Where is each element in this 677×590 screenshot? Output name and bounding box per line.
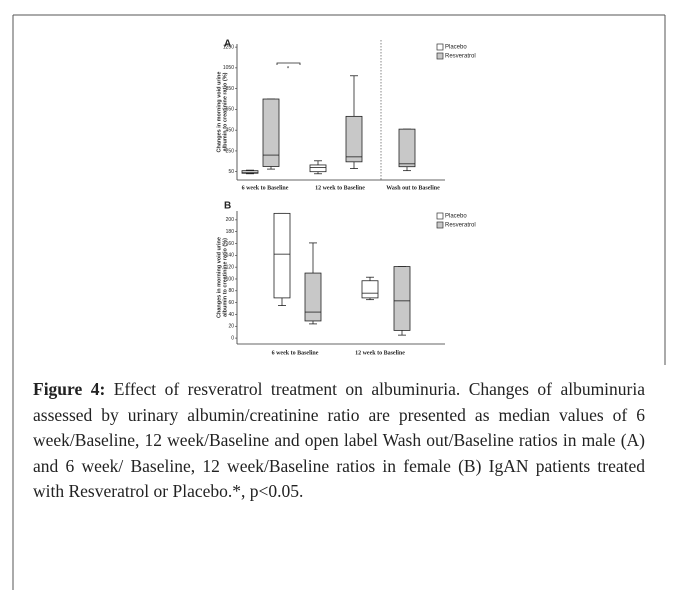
y-tick-label: 1050 xyxy=(223,65,234,71)
panel-label: B xyxy=(224,201,231,212)
y-tick-label: 140 xyxy=(226,253,235,259)
y-axis-label: Changes in morning void urine xyxy=(216,72,222,153)
y-tick-label: 0 xyxy=(231,335,234,341)
y-tick-label: 100 xyxy=(226,276,235,282)
box xyxy=(304,272,322,322)
legend-swatch xyxy=(436,43,444,51)
y-tick-label: 40 xyxy=(228,312,234,318)
x-tick-label: 12 week to Baseline xyxy=(355,350,405,356)
box xyxy=(345,115,363,163)
legend-label: Placebo xyxy=(445,214,467,220)
x-tick-label: Wash out to Baseline xyxy=(386,185,440,191)
legend-swatch xyxy=(436,52,444,60)
y-tick-label: 160 xyxy=(226,241,235,247)
legend-label: Resveratrol xyxy=(445,54,476,60)
legend-swatch xyxy=(436,212,444,220)
annotation: * xyxy=(287,67,290,73)
y-axis-label: albumin to creatinine ratio (%) xyxy=(222,72,228,151)
y-tick-label: 180 xyxy=(226,229,235,235)
x-tick-label: 12 week to Baseline xyxy=(315,185,365,191)
y-axis-label: Changes in morning void urine xyxy=(216,237,222,318)
y-tick-label: 200 xyxy=(226,217,235,223)
y-tick-label: 60 xyxy=(228,300,234,306)
caption-text: Effect of resveratrol treatment on album… xyxy=(33,379,646,502)
y-tick-label: 250 xyxy=(226,148,235,154)
box xyxy=(262,98,280,167)
legend-label: Resveratrol xyxy=(445,223,476,229)
box xyxy=(393,266,411,331)
y-tick-label: 850 xyxy=(226,86,235,92)
box xyxy=(309,164,327,173)
y-tick-label: 650 xyxy=(226,107,235,113)
x-tick-label: 6 week to Baseline xyxy=(272,350,319,356)
significance-bracket xyxy=(276,62,301,65)
y-axis-label: albumin to creatinine ratio (%) xyxy=(222,238,228,317)
box xyxy=(398,128,416,168)
caption: Figure 4: Effect of resveratrol treatmen… xyxy=(33,377,645,505)
y-tick-label: 50 xyxy=(228,169,234,175)
y-tick-label: 1250 xyxy=(223,44,234,50)
x-tick-label: 6 week to Baseline xyxy=(242,185,289,191)
y-tick-label: 120 xyxy=(226,264,235,270)
caption-label: Figure 4: xyxy=(33,379,106,399)
y-tick-label: 80 xyxy=(228,288,234,294)
y-tick-label: 20 xyxy=(228,324,234,330)
panel-label: A xyxy=(224,39,231,50)
box xyxy=(273,212,291,299)
legend-label: Placebo xyxy=(445,45,467,51)
box xyxy=(361,280,379,299)
legend-swatch xyxy=(436,221,444,229)
y-tick-label: 450 xyxy=(226,127,235,133)
